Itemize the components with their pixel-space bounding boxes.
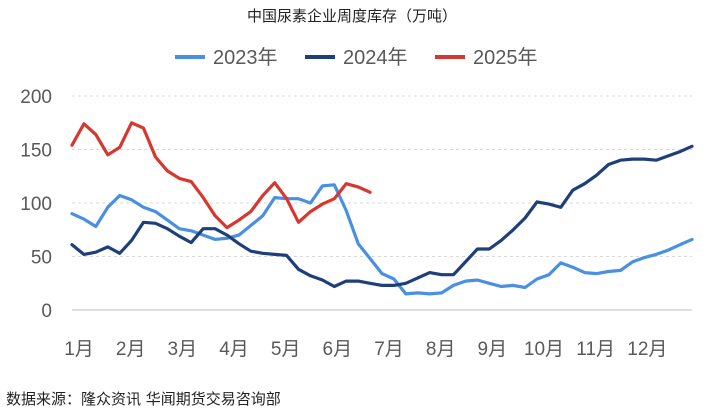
- chart-title: 中国尿素企业周度库存（万吨）: [247, 7, 457, 25]
- x-tick-label: 7月: [374, 339, 404, 360]
- y-tick-label: 50: [31, 248, 52, 269]
- x-tick-label: 1月: [64, 339, 94, 360]
- x-tick-label: 10月: [524, 339, 564, 360]
- x-tick-label: 3月: [168, 339, 198, 360]
- series-line-2025年: [70, 121, 372, 230]
- series-lines: [70, 121, 694, 296]
- x-tick-label: 12月: [627, 339, 667, 360]
- y-tick-label: 0: [41, 301, 52, 322]
- x-tick-label: 11月: [576, 339, 615, 360]
- y-tick-label: 200: [20, 87, 52, 108]
- x-tick-label: 5月: [271, 339, 301, 360]
- legend-label: 2025年: [473, 46, 538, 69]
- x-tick-label: 9月: [478, 339, 508, 360]
- gridlines: [72, 95, 692, 257]
- x-tick-label: 6月: [323, 339, 353, 360]
- x-axis: 1月 2月 3月 4月 5月 6月 7月 8月 9月 10月 11月 12月: [64, 339, 667, 360]
- x-tick-label: 8月: [426, 339, 456, 360]
- legend: 2023年 2024年 2025年: [175, 46, 538, 69]
- source-note: 数据来源：隆众资讯 华闻期货交易咨询部: [6, 390, 281, 408]
- x-tick-label: 2月: [116, 339, 146, 360]
- y-axis: 0 50 100 150 200: [20, 87, 52, 322]
- y-tick-label: 100: [20, 194, 52, 215]
- legend-label: 2024年: [343, 46, 408, 69]
- series-line-2023年: [70, 183, 694, 296]
- x-tick-label: 4月: [219, 339, 249, 360]
- series-line-2024年: [70, 144, 694, 289]
- y-tick-label: 150: [20, 141, 52, 162]
- legend-label: 2023年: [213, 46, 278, 69]
